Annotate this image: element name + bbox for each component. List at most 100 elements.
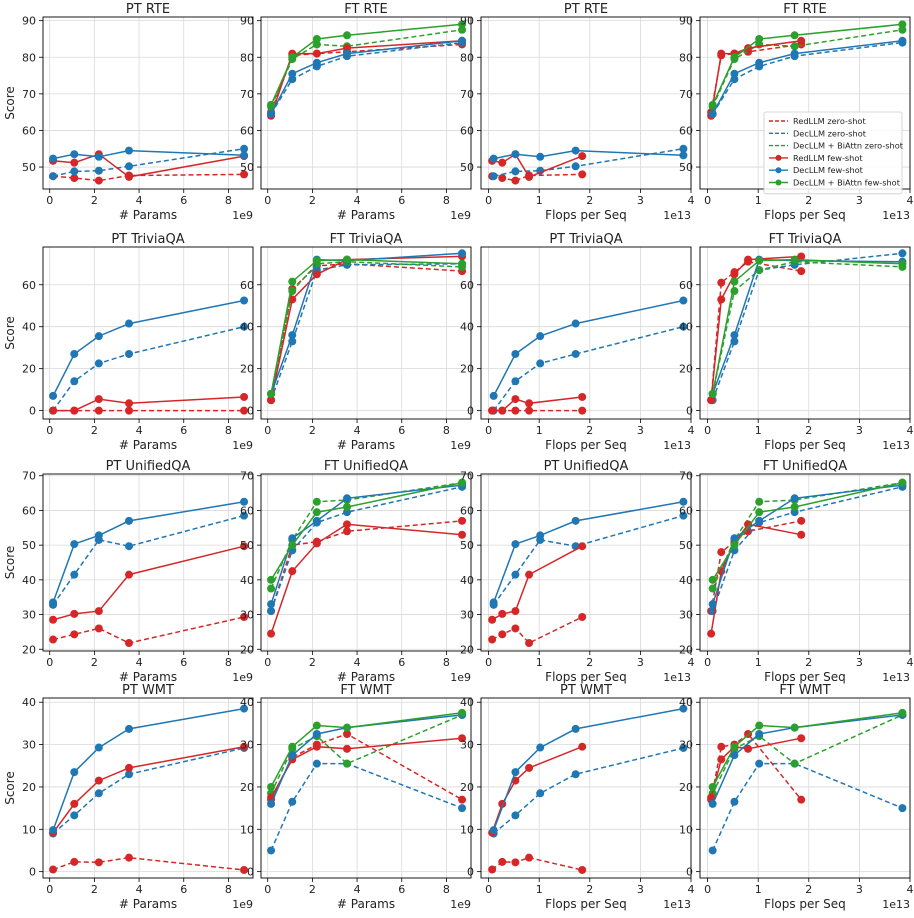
data-point xyxy=(94,359,103,368)
series-line xyxy=(711,484,903,605)
data-point xyxy=(708,846,717,855)
y-tick-label: 0 xyxy=(29,405,36,418)
subplot-title: FT TriviaQA xyxy=(330,232,403,247)
data-point xyxy=(343,723,352,732)
series-line xyxy=(711,486,903,612)
data-point xyxy=(797,252,806,261)
data-point xyxy=(679,144,688,153)
legend-label: DecLLM zero-shot xyxy=(793,128,867,138)
data-point xyxy=(898,36,907,45)
x-tick-label: 2 xyxy=(586,656,593,669)
y-tick-label: 40 xyxy=(240,321,254,334)
data-point xyxy=(525,763,534,772)
data-point xyxy=(797,36,806,45)
series-line xyxy=(270,712,463,788)
x-tick-label: 4 xyxy=(688,656,695,669)
data-point xyxy=(511,406,520,415)
x-tick-label: 8 xyxy=(443,424,450,437)
data-point xyxy=(288,295,297,304)
x-tick-label: 1 xyxy=(536,424,543,437)
x-tick-label: 4 xyxy=(354,194,361,207)
data-point xyxy=(578,865,587,874)
y-tick-label: 20 xyxy=(679,363,693,376)
data-point xyxy=(511,570,520,579)
x-axis-label: Flops per Seq xyxy=(545,670,627,684)
y-tick-label: 50 xyxy=(240,539,254,552)
y-tick-label: 50 xyxy=(679,161,693,174)
data-point xyxy=(240,151,249,160)
data-point xyxy=(511,768,520,777)
subplot-title: FT WMT xyxy=(779,683,830,698)
x-axis-label: # Params xyxy=(337,208,395,222)
data-point xyxy=(343,730,352,738)
x-offset-label: 1e13 xyxy=(663,898,691,911)
data-point xyxy=(790,494,799,503)
data-point xyxy=(511,540,520,549)
x-tick-label: 1 xyxy=(536,883,543,896)
x-axis-label: Flops per Seq xyxy=(545,438,627,452)
data-point xyxy=(755,516,764,525)
data-point xyxy=(717,548,726,557)
x-tick-label: 6 xyxy=(398,194,405,207)
data-point xyxy=(708,799,717,808)
x-tick-label: 8 xyxy=(443,194,450,207)
data-point xyxy=(267,109,276,118)
data-point xyxy=(744,255,753,264)
data-point xyxy=(240,742,249,751)
subplot-3: 0 1 2 3 4 50 60 70 80 90 PT RTE Flops per Seq 1e13 xyxy=(460,2,695,222)
series-line xyxy=(493,299,684,397)
data-point xyxy=(571,319,580,328)
data-point xyxy=(70,406,79,415)
x-tick-label: 6 xyxy=(398,424,405,437)
data-point xyxy=(343,494,352,503)
y-tick-label: 60 xyxy=(22,279,36,292)
plot-frame xyxy=(480,697,692,879)
x-axis-label: Flops per Seq xyxy=(764,897,846,911)
data-point xyxy=(458,516,467,525)
y-tick-label: 80 xyxy=(460,51,474,64)
data-point xyxy=(312,516,321,525)
x-tick-label: 6 xyxy=(180,194,187,207)
series-line xyxy=(270,255,463,401)
x-tick-label: 0 xyxy=(46,424,53,437)
data-point xyxy=(94,789,103,798)
data-point xyxy=(343,527,352,536)
data-point xyxy=(744,744,753,753)
x-tick-label: 0 xyxy=(46,194,53,207)
data-point xyxy=(94,607,103,616)
data-point xyxy=(94,152,103,161)
data-point xyxy=(498,174,507,183)
subplot-title: PT RTE xyxy=(564,2,608,17)
y-tick-label: 40 xyxy=(22,696,36,709)
y-tick-label: 60 xyxy=(22,124,36,137)
y-tick-label: 30 xyxy=(240,739,254,752)
data-point xyxy=(125,399,134,408)
data-point xyxy=(312,730,321,738)
data-point xyxy=(708,600,717,609)
y-tick-label: 10 xyxy=(460,823,474,836)
data-point xyxy=(790,502,799,511)
x-offset-label: 1e9 xyxy=(450,209,471,222)
data-point xyxy=(679,497,688,506)
x-tick-label: 4 xyxy=(354,883,361,896)
series-line xyxy=(270,263,463,401)
x-tick-label: 0 xyxy=(704,424,711,437)
data-point xyxy=(511,607,520,616)
x-axis-label: # Params xyxy=(337,670,395,684)
y-tick-label: 70 xyxy=(22,470,36,483)
data-point xyxy=(536,332,545,341)
series-line xyxy=(491,746,583,833)
x-tick-label: 4 xyxy=(136,656,143,669)
subplot-title: FT RTE xyxy=(783,2,827,17)
data-point xyxy=(511,176,520,185)
plot-frame xyxy=(260,16,472,190)
y-tick-label: 70 xyxy=(240,470,254,483)
y-tick-label: 20 xyxy=(240,363,254,376)
y-tick-label: 60 xyxy=(679,124,693,137)
data-point xyxy=(571,516,580,525)
x-offset-label: 1e13 xyxy=(882,898,910,911)
data-point xyxy=(458,20,467,29)
data-point xyxy=(717,755,726,764)
data-point xyxy=(511,858,520,867)
